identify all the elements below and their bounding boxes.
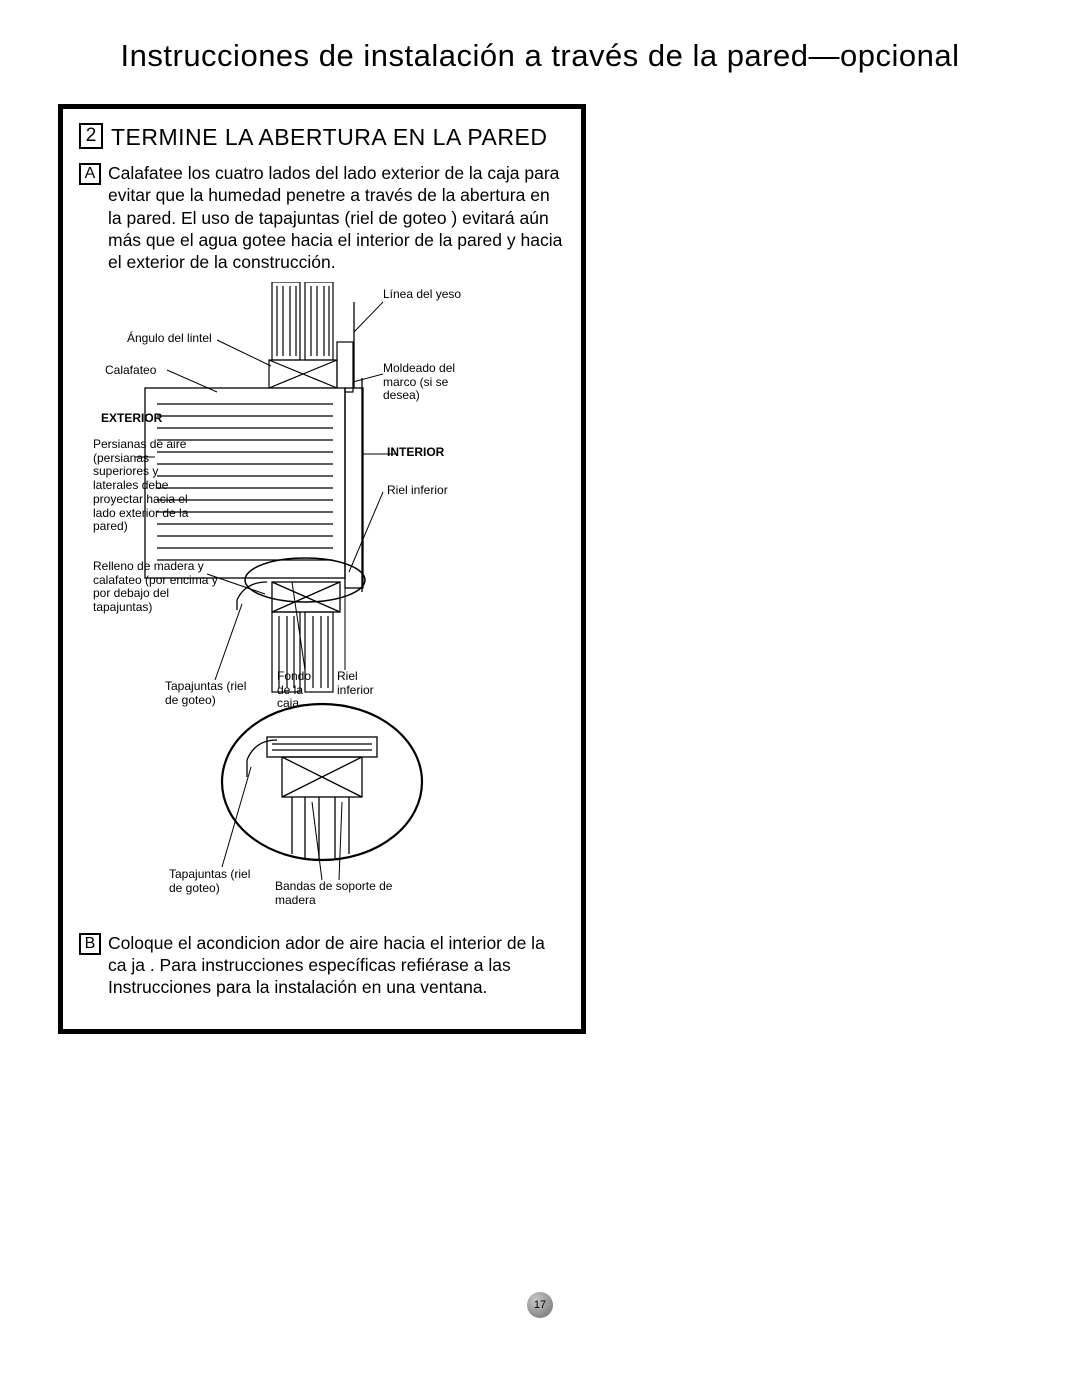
label-interior: INTERIOR bbox=[387, 446, 444, 460]
label-relleno: Relleno de madera y calafateo (por encim… bbox=[93, 560, 223, 615]
label-bandas: Bandas de soporte de madera bbox=[275, 880, 405, 908]
label-calafateo: Calafateo bbox=[105, 364, 156, 378]
label-riel-inferior-center: Riel inferior bbox=[337, 670, 392, 698]
substep-text-a: Calafatee los cuatro lados del lado exte… bbox=[108, 162, 565, 274]
substep-b: B Coloque el acondicion ador de aire hac… bbox=[79, 932, 565, 999]
label-moldeado: Moldeado del marco (si se desea) bbox=[383, 362, 479, 403]
installation-diagram: Línea del yeso Ángulo del lintel Calafat… bbox=[87, 282, 557, 922]
page-number: 17 bbox=[527, 1292, 553, 1318]
substep-a: A Calafatee los cuatro lados del lado ex… bbox=[79, 162, 565, 274]
label-riel-inferior-right: Riel inferior bbox=[387, 484, 448, 498]
label-linea-yeso: Línea del yeso bbox=[383, 288, 463, 302]
label-persianas: Persianas de aire (persianas superiores … bbox=[93, 438, 203, 535]
label-fondo: Fondo de la caja bbox=[277, 670, 327, 711]
label-tapajuntas-2: Tapajuntas (riel de goteo) bbox=[169, 868, 259, 896]
substep-text-b: Coloque el acondicion ador de aire hacia… bbox=[108, 932, 565, 999]
step-header: 2 TERMINE LA ABERTURA EN LA PARED bbox=[79, 123, 565, 152]
label-exterior: EXTERIOR bbox=[101, 412, 162, 426]
substep-letter-a: A bbox=[79, 163, 101, 185]
step-number-box: 2 bbox=[79, 123, 103, 149]
substep-letter-b: B bbox=[79, 933, 101, 955]
page-title: Instrucciones de instalación a través de… bbox=[0, 0, 1080, 92]
step-title: TERMINE LA ABERTURA EN LA PARED bbox=[111, 123, 547, 152]
instruction-panel: 2 TERMINE LA ABERTURA EN LA PARED A Cala… bbox=[58, 104, 586, 1034]
label-tapajuntas-1: Tapajuntas (riel de goteo) bbox=[165, 680, 255, 708]
label-angulo-lintel: Ángulo del lintel bbox=[127, 332, 212, 346]
